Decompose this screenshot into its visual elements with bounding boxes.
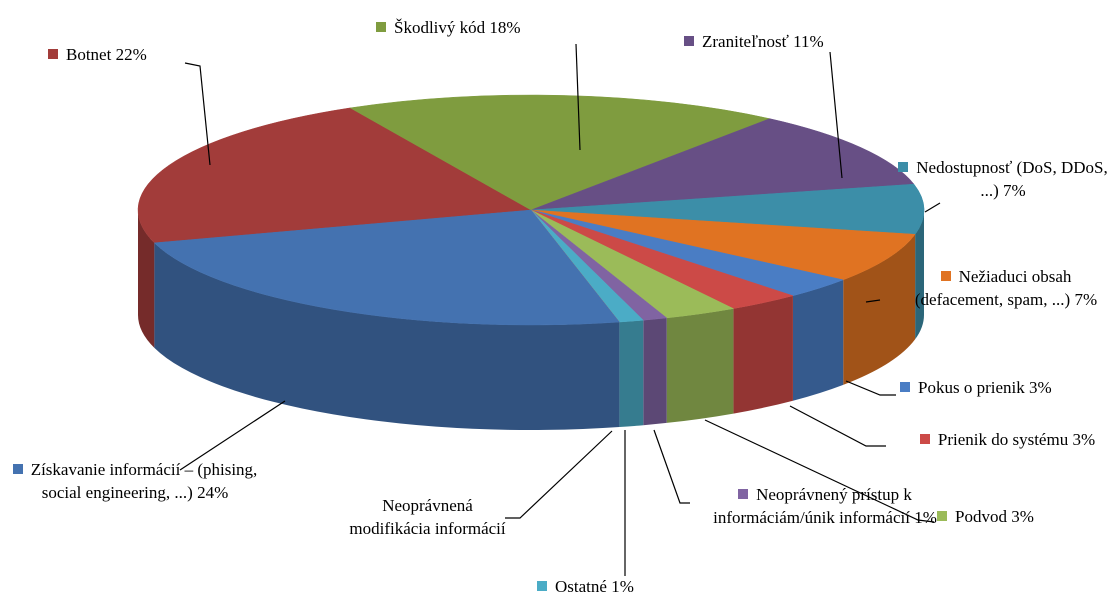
pie-slice: [530, 183, 925, 235]
data-label: Podvod 3%: [937, 505, 1107, 528]
category-label: Nedostupnosť (DoS, DDoS, ...): [916, 158, 1108, 200]
pie-slice: [137, 107, 532, 244]
pie-side: [915, 210, 924, 340]
value-label: 22%: [115, 45, 147, 64]
legend-swatch: [537, 581, 547, 591]
category-label: Získavanie informácií – (phising, social…: [30, 460, 258, 502]
legend-swatch: [376, 22, 386, 32]
category-label: Nežiaduci obsah (defacement, spam, ...): [914, 267, 1072, 309]
pie-tops: [137, 94, 925, 326]
pie-side: [138, 210, 155, 348]
data-label: Neoprávnená modifikácia informácií: [345, 494, 510, 540]
value-label: 11%: [793, 32, 824, 51]
value-label: 1%: [914, 508, 937, 527]
legend-swatch: [900, 382, 910, 392]
data-label: Nedostupnosť (DoS, DDoS, ...) 7%: [892, 156, 1114, 202]
value-label: 3%: [1072, 430, 1096, 449]
data-label: Škodlivý kód 18%: [376, 16, 591, 39]
category-label: Škodlivý kód: [394, 18, 486, 37]
legend-swatch: [940, 271, 951, 281]
category-label: Neoprávnená modifikácia informácií: [349, 496, 506, 538]
leader-line: [653, 429, 690, 504]
value-label: 3%: [1011, 507, 1034, 526]
data-label: Pokus o prienik 3%: [900, 376, 1114, 399]
data-label: Neoprávnený prístup k informáciám/únik i…: [705, 483, 945, 529]
value-label: 3%: [1028, 378, 1052, 397]
pie-side: [619, 320, 644, 428]
pie-side: [792, 279, 844, 401]
leader-line: [505, 430, 613, 519]
pie-side: [154, 242, 620, 431]
leader-line: [179, 400, 286, 471]
category-label: Neoprávnený prístup k informáciám/únik i…: [713, 485, 912, 527]
data-label: Zraniteľnosť 11%: [684, 30, 899, 53]
pie-slice: [530, 118, 915, 211]
category-label: Podvod: [955, 507, 1007, 526]
category-label: Prienik do systému: [937, 430, 1069, 449]
category-label: Ostatné: [555, 577, 607, 596]
leader-line: [845, 380, 896, 396]
legend-swatch: [898, 162, 909, 172]
value-label: 1%: [611, 577, 634, 596]
data-label: Botnet 22%: [48, 43, 208, 66]
leader-line: [924, 202, 941, 213]
data-label: Nežiaduci obsah (defacement, spam, ...) …: [900, 265, 1112, 311]
pie-side: [666, 308, 734, 423]
data-label: Prienik do systému 3%: [905, 428, 1110, 451]
leader-line: [184, 62, 211, 166]
pie-side: [643, 317, 667, 426]
pie-side: [843, 234, 916, 385]
category-label: Pokus o prienik: [918, 378, 1025, 397]
value-label: 7%: [1074, 290, 1098, 309]
leader-line: [789, 405, 886, 447]
data-label: Ostatné 1%: [537, 575, 707, 597]
legend-swatch: [937, 511, 947, 521]
legend-swatch: [12, 464, 23, 474]
value-label: 24%: [197, 483, 229, 502]
category-label: Botnet: [66, 45, 112, 64]
leader-line: [704, 419, 935, 523]
value-label: 18%: [489, 18, 521, 37]
legend-swatch: [48, 49, 58, 59]
legend-swatch: [919, 434, 930, 444]
leader-line: [865, 299, 881, 303]
pie-slice: [153, 209, 620, 326]
legend-swatch: [738, 489, 749, 499]
data-label: Získavanie informácií – (phising, social…: [10, 458, 260, 504]
pie-side: [733, 295, 793, 414]
category-label: Zraniteľnosť: [702, 32, 789, 51]
pie-slice: [349, 94, 771, 211]
value-label: 7%: [1003, 181, 1026, 200]
leader-line: [829, 51, 843, 179]
legend-swatch: [684, 36, 694, 46]
pie-slice: [530, 209, 916, 281]
leader-line: [575, 43, 581, 151]
pie-sides: [138, 210, 924, 431]
